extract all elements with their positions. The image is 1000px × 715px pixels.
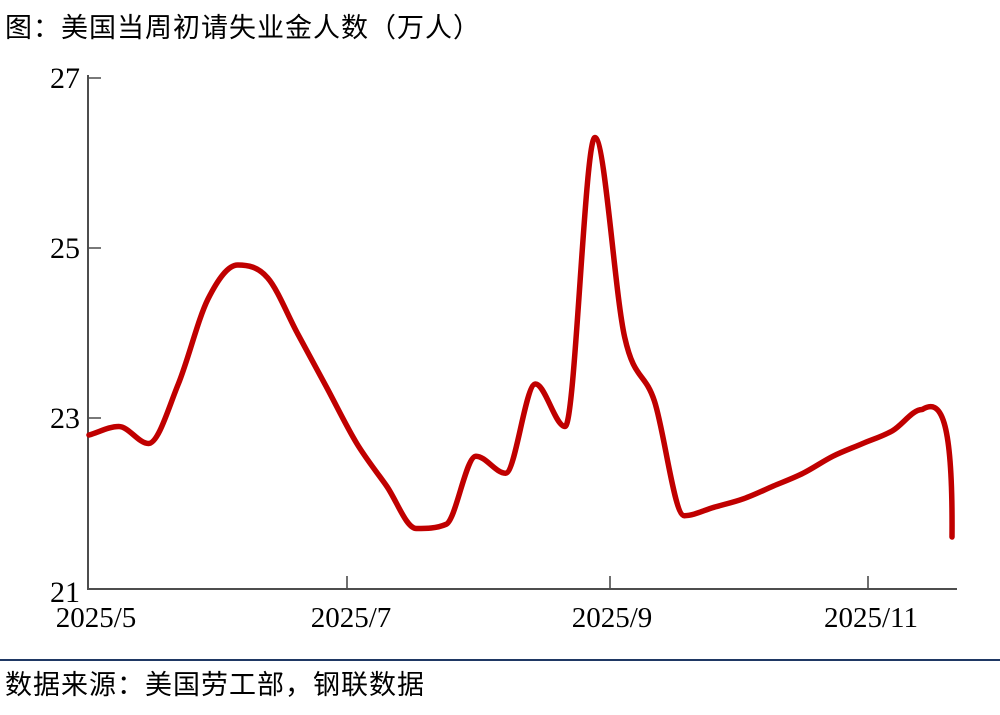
footer-divider (0, 659, 1000, 661)
data-source: 数据来源：美国劳工部，钢联数据 (5, 670, 425, 700)
y-tick-label: 21 (50, 576, 80, 609)
y-tick-label: 25 (50, 232, 80, 265)
chart-title: 图：美国当周初请失业金人数（万人） (5, 13, 481, 43)
axes (87, 75, 957, 590)
x-tick-label: 2025/11 (824, 602, 918, 634)
axis-ticks (88, 77, 869, 589)
x-tick-label: 2025/7 (310, 602, 392, 634)
x-tick-label: 2025/5 (55, 602, 137, 634)
y-tick-label: 27 (50, 62, 80, 95)
data-series-line (86, 134, 955, 540)
x-tick-label: 2025/9 (571, 602, 653, 634)
y-tick-label: 23 (50, 402, 80, 435)
